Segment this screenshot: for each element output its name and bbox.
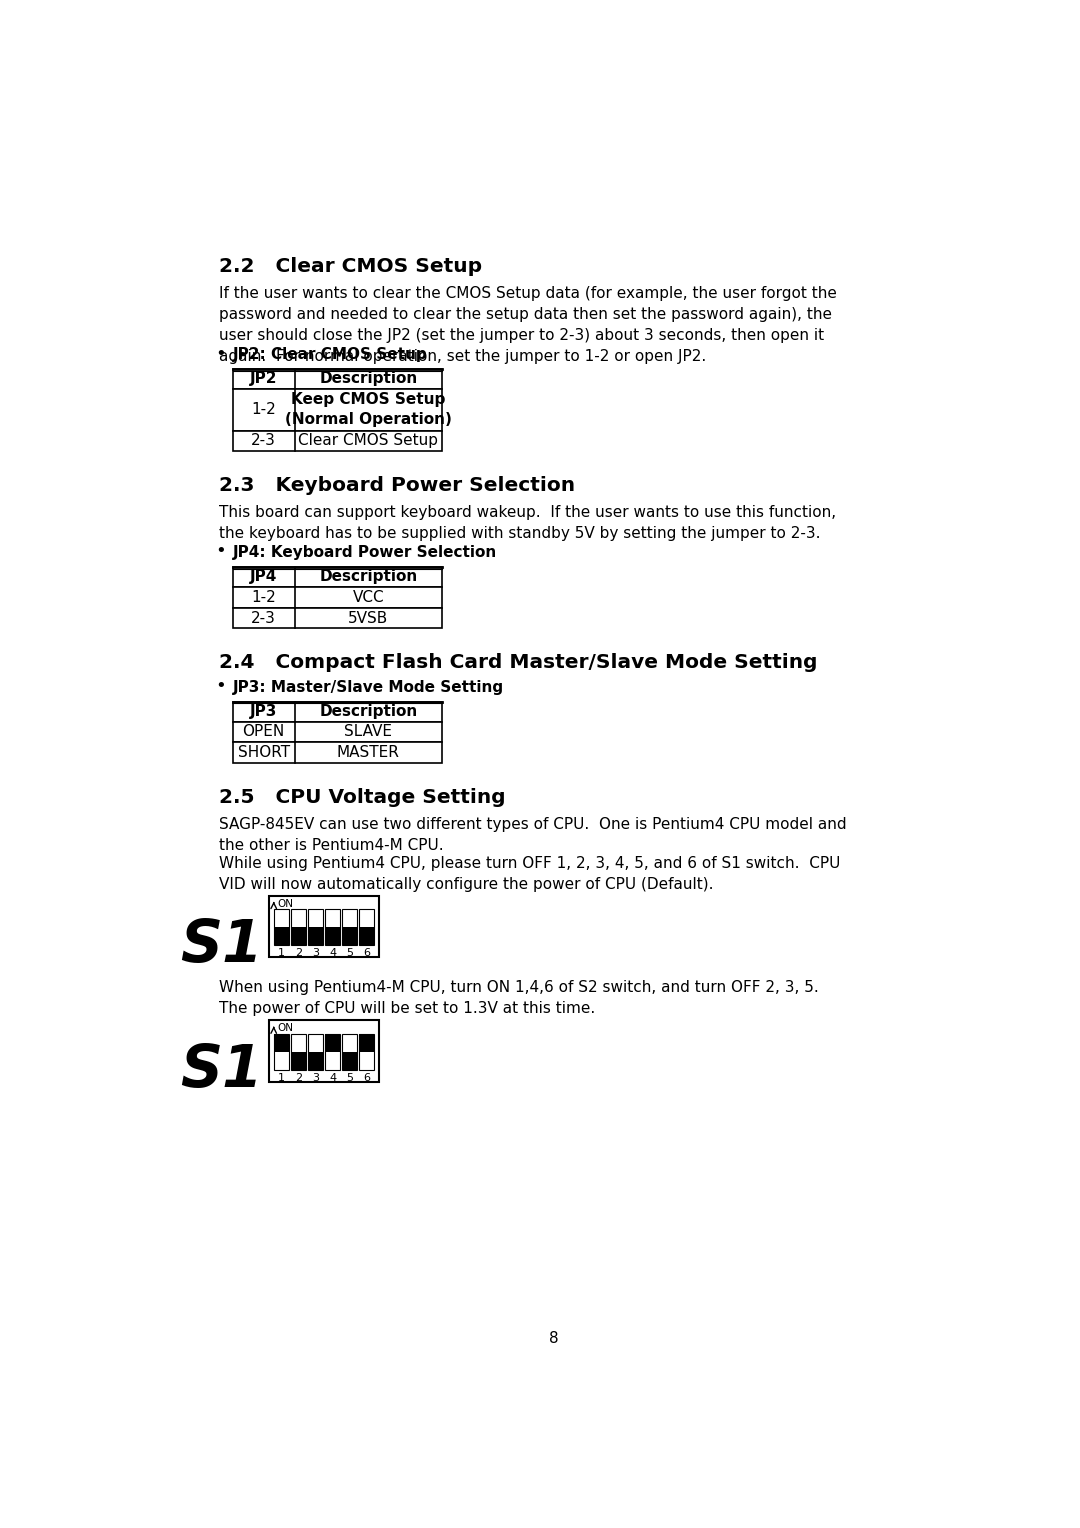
Bar — [359, 927, 375, 944]
Text: SAGP-845EV can use two different types of CPU.  One is Pentium4 CPU model and
th: SAGP-845EV can use two different types o… — [218, 817, 847, 853]
Text: JP2: Clear CMOS Setup: JP2: Clear CMOS Setup — [232, 347, 428, 362]
Bar — [273, 927, 289, 944]
Text: 3: 3 — [312, 947, 319, 958]
Text: 1-2: 1-2 — [252, 590, 276, 605]
Bar — [359, 1034, 375, 1070]
Bar — [273, 909, 289, 944]
Text: 1-2: 1-2 — [252, 402, 276, 417]
Bar — [325, 909, 340, 944]
Bar — [291, 927, 307, 944]
Bar — [291, 1051, 307, 1070]
Text: •: • — [215, 677, 226, 695]
Bar — [232, 743, 442, 762]
Bar — [308, 909, 323, 944]
Text: Keep CMOS Setup
(Normal Operation): Keep CMOS Setup (Normal Operation) — [285, 393, 451, 428]
Bar — [325, 927, 340, 944]
Bar — [232, 567, 442, 587]
Bar — [273, 1034, 289, 1070]
Text: Clear CMOS Setup: Clear CMOS Setup — [298, 434, 438, 448]
Text: 2.4   Compact Flash Card Master/Slave Mode Setting: 2.4 Compact Flash Card Master/Slave Mode… — [218, 652, 818, 672]
Bar — [269, 895, 379, 957]
Text: S1: S1 — [180, 1042, 262, 1099]
Bar — [342, 1034, 357, 1070]
Text: 2-3: 2-3 — [252, 611, 276, 625]
Text: 1: 1 — [278, 947, 285, 958]
Bar — [232, 368, 442, 390]
Bar — [232, 431, 442, 451]
Text: 6: 6 — [363, 947, 370, 958]
Text: 2: 2 — [295, 947, 302, 958]
Text: 3: 3 — [312, 1073, 319, 1083]
Text: •: • — [215, 542, 226, 561]
Bar — [232, 701, 442, 721]
Text: Description: Description — [320, 371, 417, 387]
Text: 1: 1 — [278, 1073, 285, 1083]
Text: S1: S1 — [180, 917, 262, 975]
Text: Description: Description — [320, 570, 417, 584]
Text: 5VSB: 5VSB — [348, 611, 389, 625]
Bar — [359, 909, 375, 944]
Text: 8: 8 — [549, 1331, 558, 1346]
Text: 2.2   Clear CMOS Setup: 2.2 Clear CMOS Setup — [218, 257, 482, 275]
Bar — [325, 1034, 340, 1070]
Bar — [342, 1051, 357, 1070]
Text: 5: 5 — [347, 1073, 353, 1083]
Text: •: • — [215, 344, 226, 362]
Bar — [291, 909, 307, 944]
Text: While using Pentium4 CPU, please turn OFF 1, 2, 3, 4, 5, and 6 of S1 switch.  CP: While using Pentium4 CPU, please turn OF… — [218, 856, 840, 891]
Text: 4: 4 — [329, 947, 336, 958]
Text: 2-3: 2-3 — [252, 434, 276, 448]
Text: ON: ON — [278, 898, 294, 909]
Bar — [308, 927, 323, 944]
Text: ON: ON — [278, 1024, 294, 1033]
Text: JP4: Keyboard Power Selection: JP4: Keyboard Power Selection — [232, 545, 497, 561]
Text: Description: Description — [320, 704, 417, 720]
Bar — [232, 390, 442, 431]
Text: 2.3   Keyboard Power Selection: 2.3 Keyboard Power Selection — [218, 475, 575, 495]
Text: 2: 2 — [295, 1073, 302, 1083]
Text: OPEN: OPEN — [243, 724, 285, 740]
Text: SHORT: SHORT — [238, 746, 289, 761]
Text: When using Pentium4-M CPU, turn ON 1,4,6 of S2 switch, and turn OFF 2, 3, 5.
The: When using Pentium4-M CPU, turn ON 1,4,6… — [218, 981, 819, 1016]
Text: JP4: JP4 — [249, 570, 278, 584]
Bar — [232, 721, 442, 743]
Bar — [232, 587, 442, 608]
Bar — [273, 1034, 289, 1051]
Text: This board can support keyboard wakeup.  If the user wants to use this function,: This board can support keyboard wakeup. … — [218, 506, 836, 541]
Text: 6: 6 — [363, 1073, 370, 1083]
Bar — [269, 1021, 379, 1082]
Bar — [359, 1034, 375, 1051]
Text: SLAVE: SLAVE — [345, 724, 392, 740]
Text: MASTER: MASTER — [337, 746, 400, 761]
Text: JP3: JP3 — [249, 704, 278, 720]
Bar — [342, 927, 357, 944]
Text: JP2: JP2 — [249, 371, 278, 387]
Text: 4: 4 — [329, 1073, 336, 1083]
Bar — [325, 1034, 340, 1051]
Bar — [308, 1051, 323, 1070]
Text: 2.5   CPU Voltage Setting: 2.5 CPU Voltage Setting — [218, 788, 505, 807]
Text: 5: 5 — [347, 947, 353, 958]
Text: If the user wants to clear the CMOS Setup data (for example, the user forgot the: If the user wants to clear the CMOS Setu… — [218, 286, 837, 364]
Bar — [308, 1034, 323, 1070]
Text: JP3: Master/Slave Mode Setting: JP3: Master/Slave Mode Setting — [232, 680, 503, 695]
Bar — [232, 608, 442, 628]
Bar — [291, 1034, 307, 1070]
Text: VCC: VCC — [352, 590, 384, 605]
Bar — [342, 909, 357, 944]
